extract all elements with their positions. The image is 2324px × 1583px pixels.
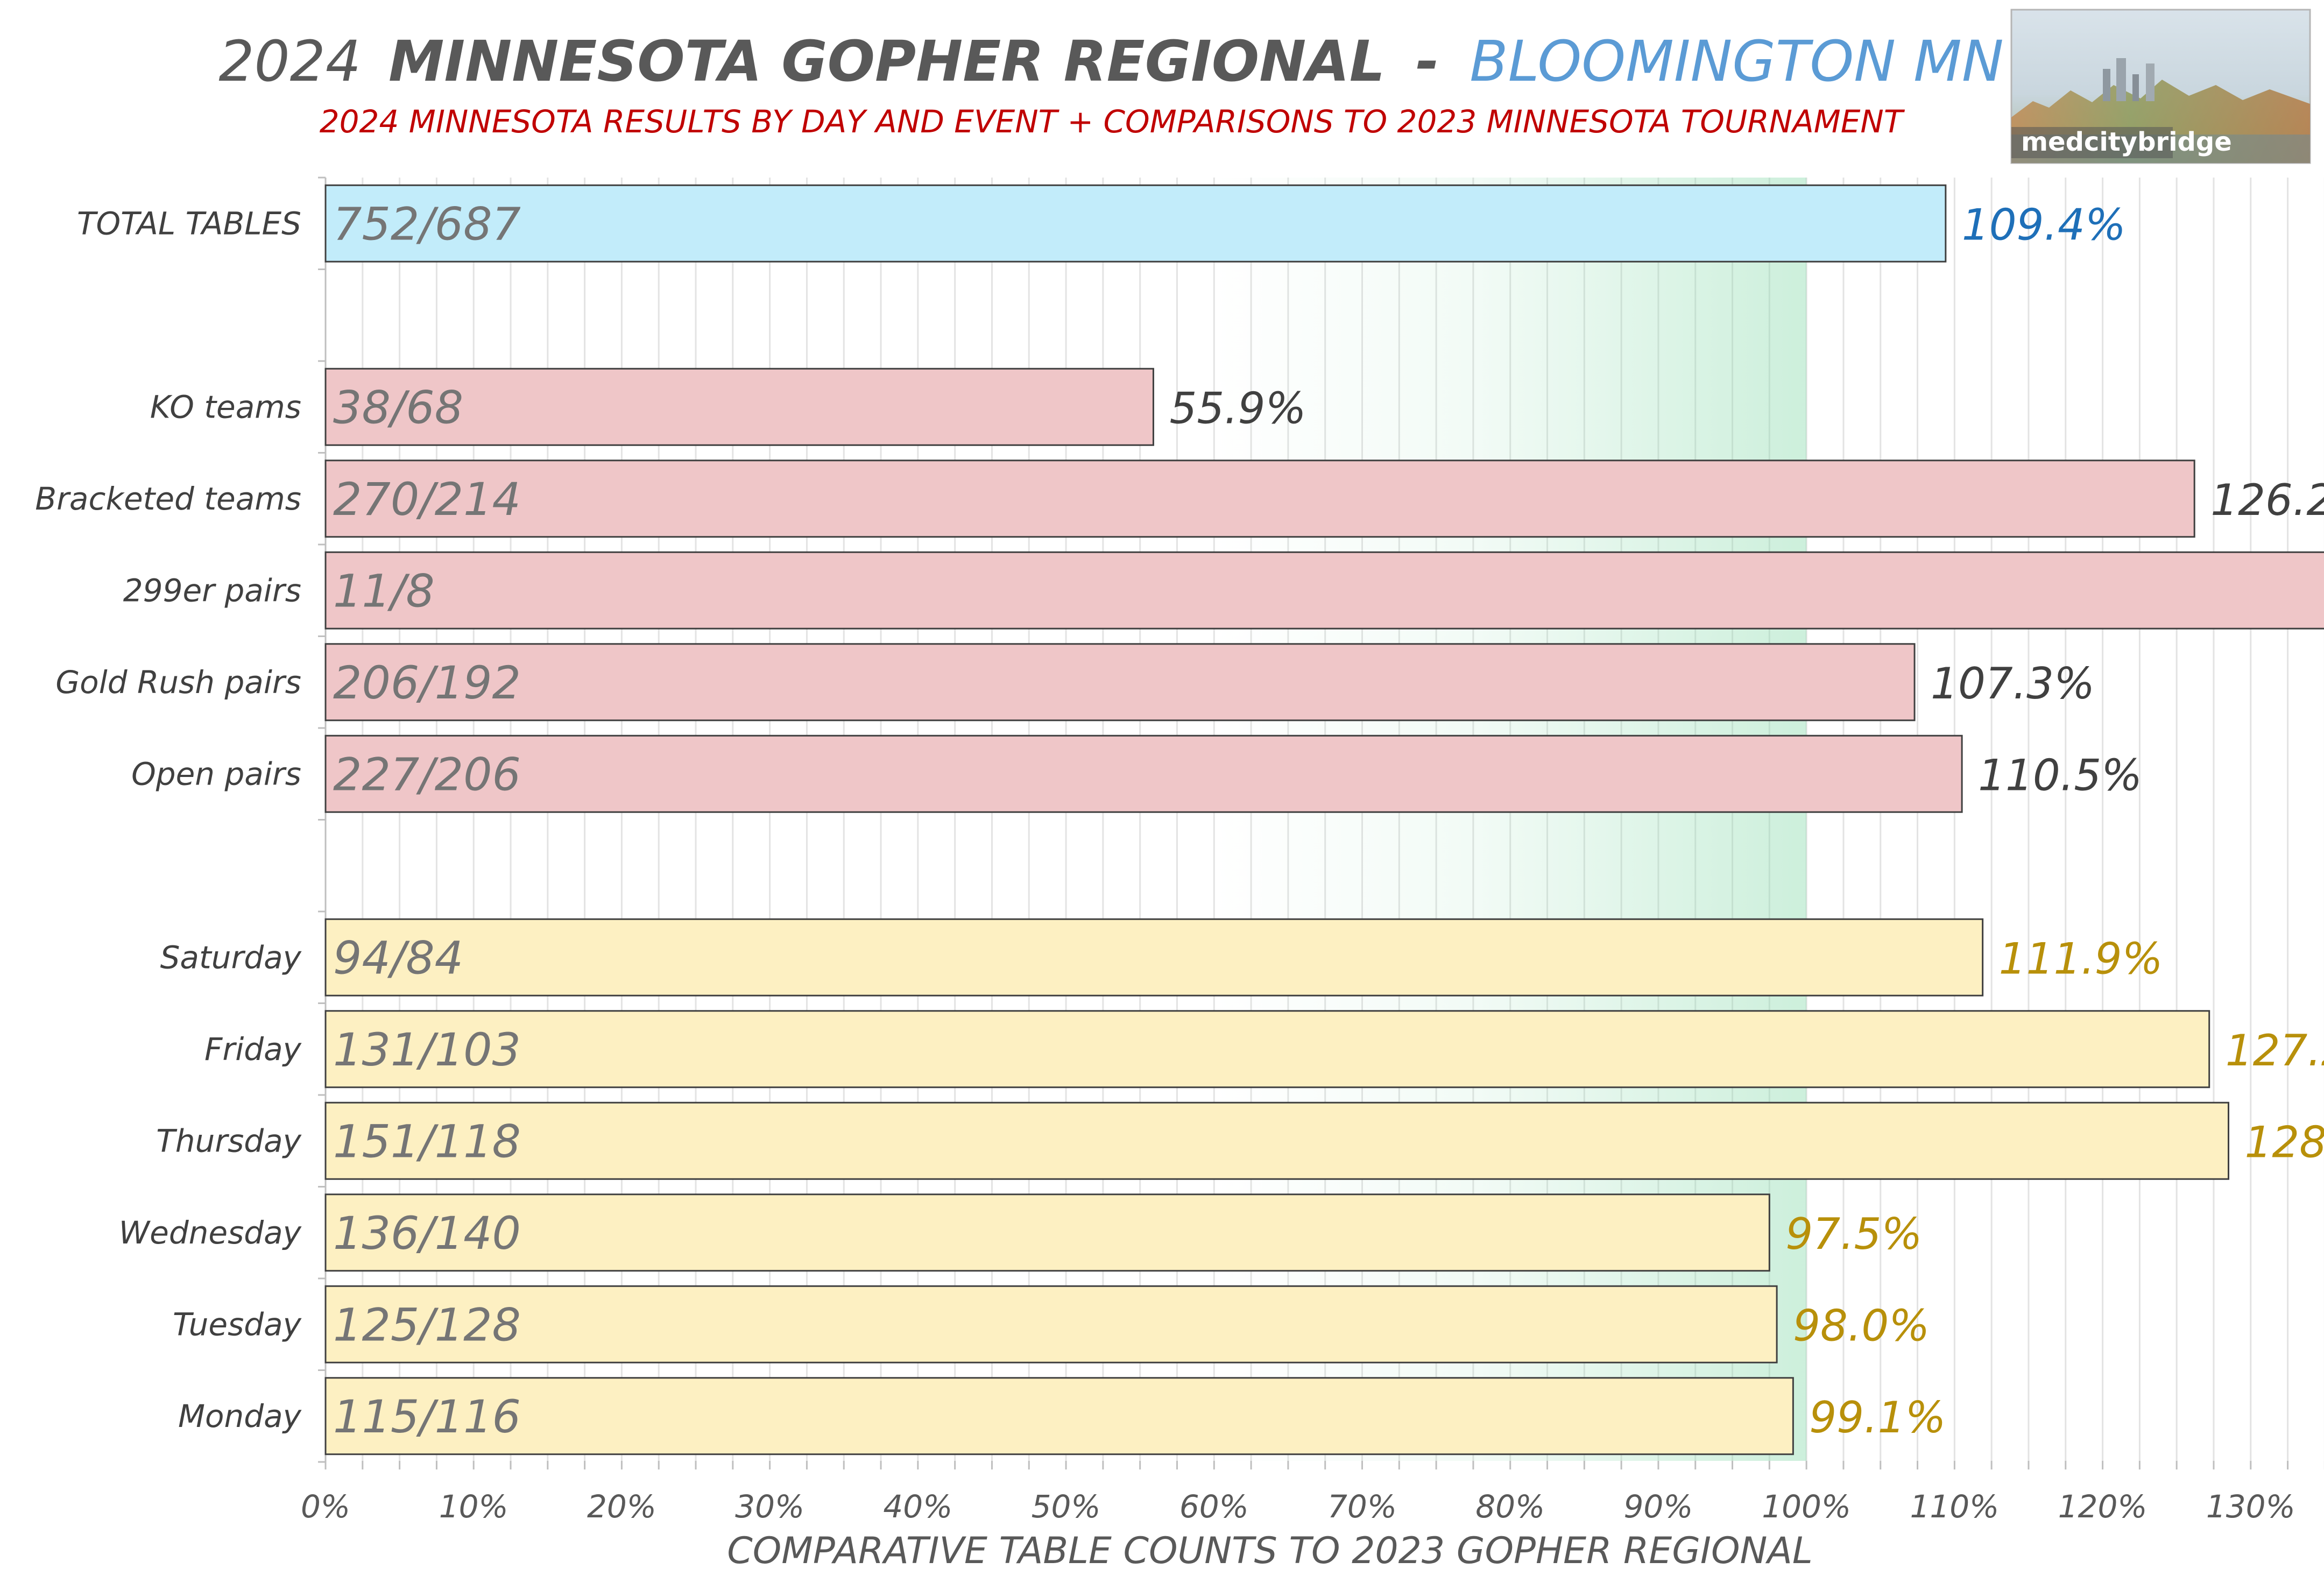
- chart-subtitle: 2024 MINNESOTA RESULTS BY DAY AND EVENT …: [320, 103, 1905, 140]
- bar-count-label: 125/128: [333, 1298, 521, 1351]
- bar: [324, 643, 1916, 722]
- x-tick-label: 120%: [2058, 1488, 2148, 1525]
- bar-count-label: 752/687: [333, 197, 521, 250]
- bar: [324, 368, 1154, 446]
- x-tick-label: 0%: [301, 1488, 350, 1525]
- bar-count-label: 38/68: [333, 381, 463, 434]
- bar: [324, 1193, 1770, 1272]
- x-axis-title: COMPARATIVE TABLE COUNTS TO 2023 GOPHER …: [727, 1530, 1813, 1572]
- category-label: Friday: [204, 1031, 302, 1068]
- x-tick-label: 100%: [1762, 1488, 1851, 1525]
- x-tick-label: 70%: [1327, 1488, 1397, 1525]
- bar: [324, 918, 1984, 997]
- bar: [324, 551, 2324, 630]
- category-label: TOTAL TABLES: [77, 205, 301, 242]
- bar-count-label: 206/192: [333, 656, 521, 709]
- category-label: Open pairs: [131, 755, 301, 792]
- bar-count-label: 115/116: [333, 1390, 521, 1443]
- bar-count-label: 11/8: [333, 564, 435, 617]
- title-year: 2024: [218, 29, 361, 94]
- bar: [324, 1101, 2230, 1180]
- bar-count-label: 151/118: [333, 1115, 521, 1168]
- category-label: Thursday: [156, 1122, 301, 1159]
- bar-value-label: 126.2%: [2210, 475, 2324, 525]
- bar-count-label: 94/84: [333, 931, 463, 984]
- bar-value-label: 111.9%: [1999, 934, 2163, 984]
- bar-value-label: 98.0%: [1793, 1301, 1930, 1351]
- logo-text: medcitybridge: [2021, 127, 2232, 157]
- category-label: KO teams: [150, 388, 301, 425]
- bar-count-label: 131/103: [333, 1023, 521, 1076]
- bar-value-label: 99.1%: [1809, 1393, 1946, 1443]
- category-label: Wednesday: [119, 1214, 302, 1251]
- category-label: Saturday: [160, 939, 302, 976]
- x-tick-label: 20%: [587, 1488, 656, 1525]
- bar-value-label: 128.5%: [2245, 1117, 2324, 1167]
- bar: [324, 184, 1947, 263]
- bar-value-label: 55.9%: [1169, 383, 1306, 433]
- title-main: MINNESOTA GOPHER REGIONAL: [388, 29, 1385, 94]
- medcitybridge-logo: medcitybridge: [2010, 9, 2311, 164]
- bar: [324, 1285, 1778, 1363]
- bar-value-label: 97.5%: [1785, 1209, 1922, 1259]
- x-tick-label: 10%: [439, 1488, 508, 1525]
- bar-count-label: 270/214: [333, 473, 521, 526]
- bar: [324, 460, 2195, 538]
- category-label: 299er pairs: [123, 572, 301, 609]
- bar: [324, 1010, 2210, 1089]
- bar: [324, 1377, 1794, 1455]
- x-tick-label: 110%: [1910, 1488, 1999, 1525]
- title-separator: -: [1416, 29, 1439, 94]
- category-labels: TOTAL TABLES KO teams Bracketed teams 299er…: [35, 205, 301, 1434]
- bar-count-label: 136/140: [333, 1207, 521, 1260]
- bar-value-label: 107.3%: [1931, 659, 2095, 709]
- x-tick-label: 60%: [1179, 1488, 1249, 1525]
- x-tick-label: 40%: [883, 1488, 952, 1525]
- bar-count-label: 227/206: [333, 748, 521, 801]
- bar-value-label: 109.4%: [1962, 200, 2126, 250]
- category-label: Gold Rush pairs: [55, 664, 301, 701]
- title-location: BLOOMINGTON MN: [1470, 29, 2003, 94]
- x-tick-label: 50%: [1032, 1488, 1101, 1525]
- category-label: Tuesday: [173, 1306, 302, 1342]
- bars: 752/687 109.4% 38/68 55.9% 270/214 126.2% 11/8…: [324, 184, 2324, 1455]
- x-tick-label: 90%: [1623, 1488, 1693, 1525]
- bar-value-label: 127.2%: [2226, 1026, 2324, 1076]
- x-tick-label: 130%: [2206, 1488, 2295, 1525]
- category-label: Monday: [178, 1398, 302, 1434]
- x-tick-labels: 0% 10% 20% 30% 40% 50% 60% 70% 80% 90% 100% 110% 120…: [301, 1488, 2295, 1525]
- chart-title: 2024 MINNESOTA GOPHER REGIONAL - BLOOMIN…: [218, 29, 2003, 94]
- x-tick-label: 80%: [1475, 1488, 1545, 1525]
- bar: [324, 734, 1963, 813]
- category-label: Bracketed teams: [35, 480, 301, 517]
- x-tick-label: 30%: [735, 1488, 804, 1525]
- bar-value-label: 110.5%: [1978, 750, 2142, 800]
